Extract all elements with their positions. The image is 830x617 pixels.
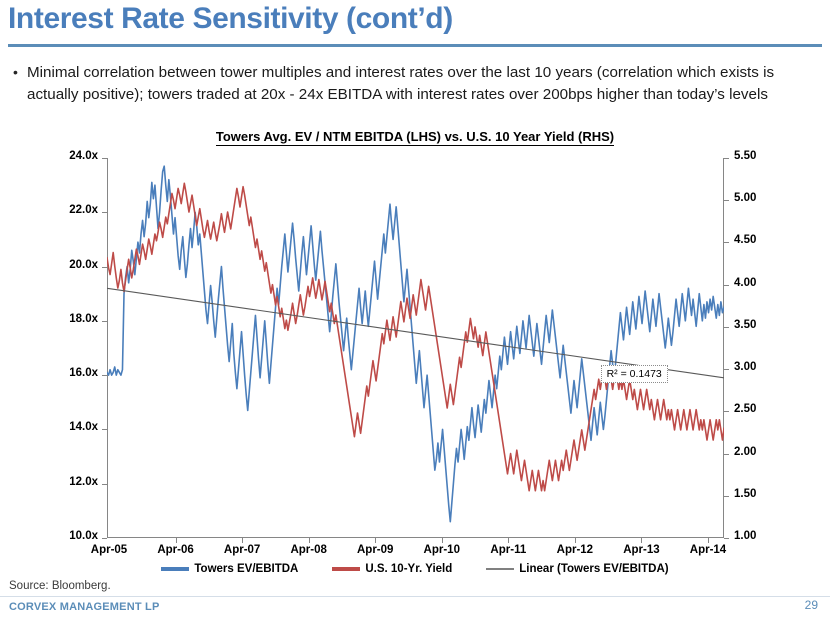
y-axis-right-tick-mark [724, 158, 729, 159]
y-axis-left-tick-label: 24.0x [69, 150, 98, 162]
y-axis-left-tick-mark [102, 320, 107, 322]
plot-frame [107, 158, 724, 538]
y-axis-left-tick-label: 12.0x [69, 475, 98, 488]
x-axis-tick-label: Apr-10 [423, 544, 460, 556]
x-axis-tick-mark [441, 538, 443, 543]
plot-svg [107, 165, 724, 523]
x-axis-tick-label: Apr-05 [90, 544, 128, 556]
y-axis-left-tick-label: 16.0x [69, 367, 98, 380]
x-axis-tick-mark [508, 538, 510, 543]
legend-label: Towers EV/EBITDA [194, 563, 299, 575]
x-axis-tick-label: Apr-11 [490, 544, 527, 556]
chart-container: Towers Avg. EV / NTM EBITDA (LHS) vs. U.… [0, 126, 830, 586]
x-axis-tick-mark [375, 538, 377, 543]
series-towers-ev-ebitda [107, 165, 724, 523]
x-axis-tick-mark [242, 538, 244, 543]
y-axis-left-tick-label: 20.0x [69, 258, 98, 271]
y-axis-right-tick-mark [724, 326, 729, 328]
source-note: Source: Bloomberg. [9, 580, 111, 592]
y-axis-right-tick-label: 1.00 [734, 530, 757, 542]
bullet-marker-icon: • [13, 64, 18, 80]
r2-annotation: R² = 0.1473 [600, 365, 668, 384]
series-us-10yr-yield [107, 182, 724, 492]
y-axis-right-tick-mark [724, 453, 729, 455]
x-axis-tick-label: Apr-07 [223, 544, 261, 556]
y-axis-right-tick-label: 5.50 [734, 150, 757, 162]
y-axis-left-tick-mark [102, 429, 107, 431]
y-axis-right-tick-mark [724, 495, 729, 497]
x-axis-tick-mark [641, 538, 643, 543]
y-axis-left-tick-label: 14.0x [69, 421, 98, 434]
y-axis-left-tick-mark [102, 538, 107, 539]
legend-label: U.S. 10-Yr. Yield [365, 563, 453, 575]
y-axis-right-tick-mark [724, 369, 729, 371]
x-axis-tick-mark [708, 538, 709, 543]
plot-area: R² = 0.1473 [107, 158, 724, 538]
page-title: Interest Rate Sensitivity (cont’d) [8, 2, 453, 35]
legend-item[interactable]: Towers EV/EBITDA [161, 563, 298, 575]
x-axis-tick-label: Apr-14 [689, 544, 727, 556]
y-axis-left-tick-mark [102, 483, 107, 485]
y-axis-left-tick-mark [102, 266, 107, 268]
y-axis-right-tick-mark [724, 284, 729, 286]
footer-brand: CORVEX MANAGEMENT LP [9, 601, 160, 613]
x-axis-tick-mark [308, 538, 310, 543]
list-item: • Minimal correlation between tower mult… [10, 62, 822, 105]
legend-item[interactable]: Linear (Towers EV/EBITDA) [486, 563, 669, 575]
y-axis-right-tick-label: 3.00 [734, 361, 757, 374]
chart-title: Towers Avg. EV / NTM EBITDA (LHS) vs. U.… [0, 129, 830, 146]
y-axis-left-tick-label: 10.0x [69, 530, 98, 542]
x-axis-tick-mark [175, 538, 177, 543]
chart-title-text: Towers Avg. EV / NTM EBITDA (LHS) vs. U.… [215, 129, 615, 146]
y-axis-right-tick-label: 3.50 [734, 318, 757, 331]
legend-swatch-icon [486, 568, 515, 570]
legend-label: Linear (Towers EV/EBITDA) [519, 563, 669, 575]
bullet-list: • Minimal correlation between tower mult… [10, 62, 822, 105]
y-axis-left-tick-label: 22.0x [69, 204, 98, 217]
x-axis-tick-label: Apr-09 [357, 544, 394, 556]
bullet-text: Minimal correlation between tower multip… [27, 64, 775, 103]
x-axis-tick-label: Apr-13 [623, 544, 660, 556]
title-divider [8, 44, 822, 47]
y-axis-right-tick-mark [724, 538, 729, 539]
y-axis-right-tick-label: 4.00 [734, 276, 757, 289]
chart-legend: Towers EV/EBITDA U.S. 10-Yr. Yield Linear … [0, 563, 830, 575]
footer-divider [0, 596, 830, 597]
y-axis-right-tick-mark [724, 411, 729, 413]
x-axis-tick-label: Apr-12 [556, 544, 594, 556]
x-axis-tick-label: Apr-06 [157, 544, 194, 556]
y-axis-left-tick-mark [102, 375, 107, 377]
x-axis-tick-label: Apr-08 [290, 544, 327, 556]
page-number: 29 [804, 598, 818, 612]
legend-swatch-icon [332, 567, 361, 571]
y-axis-right-tick-label: 1.50 [734, 487, 757, 500]
legend-swatch-icon [161, 567, 190, 571]
y-axis-right-tick-mark [724, 200, 729, 202]
y-axis-right-tick-label: 4.50 [734, 234, 757, 247]
y-axis-right-tick-label: 2.50 [734, 403, 757, 416]
x-axis-tick-mark [574, 538, 576, 543]
y-axis-right-tick-label: 2.00 [734, 445, 757, 458]
y-axis-right-tick-label: 5.00 [734, 192, 757, 205]
y-axis-left-tick-mark [102, 158, 107, 159]
legend-item[interactable]: U.S. 10-Yr. Yield [332, 563, 452, 575]
y-axis-right-tick-mark [724, 242, 729, 244]
trendline-linear [107, 287, 724, 379]
y-axis-left-tick-mark [102, 212, 107, 214]
y-axis-left-tick-label: 18.0x [69, 312, 98, 325]
